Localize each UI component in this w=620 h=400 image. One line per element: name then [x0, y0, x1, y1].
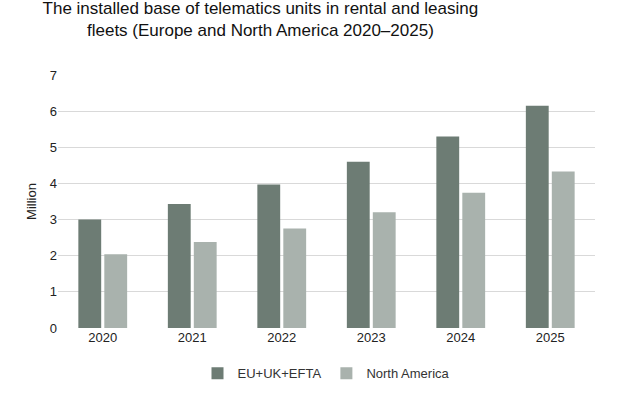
svg-text:2020: 2020 [88, 330, 117, 345]
svg-text:7: 7 [50, 68, 57, 83]
svg-text:The installed base of telemati: The installed base of telematics units i… [43, 0, 479, 40]
svg-text:6: 6 [50, 104, 57, 119]
svg-text:EU+UK+EFTA: EU+UK+EFTA [238, 366, 322, 381]
svg-text:Million: Million [24, 183, 39, 220]
svg-text:5: 5 [50, 140, 57, 155]
svg-text:3: 3 [50, 212, 57, 227]
svg-text:2024: 2024 [446, 330, 475, 345]
svg-text:2021: 2021 [178, 330, 207, 345]
svg-text:2025: 2025 [536, 330, 565, 345]
svg-text:2022: 2022 [267, 330, 296, 345]
svg-text:4: 4 [50, 176, 57, 191]
svg-text:2: 2 [50, 248, 57, 263]
svg-text:2023: 2023 [357, 330, 386, 345]
svg-text:0: 0 [50, 321, 57, 336]
svg-text:North America: North America [366, 366, 449, 381]
svg-text:1: 1 [50, 284, 57, 299]
